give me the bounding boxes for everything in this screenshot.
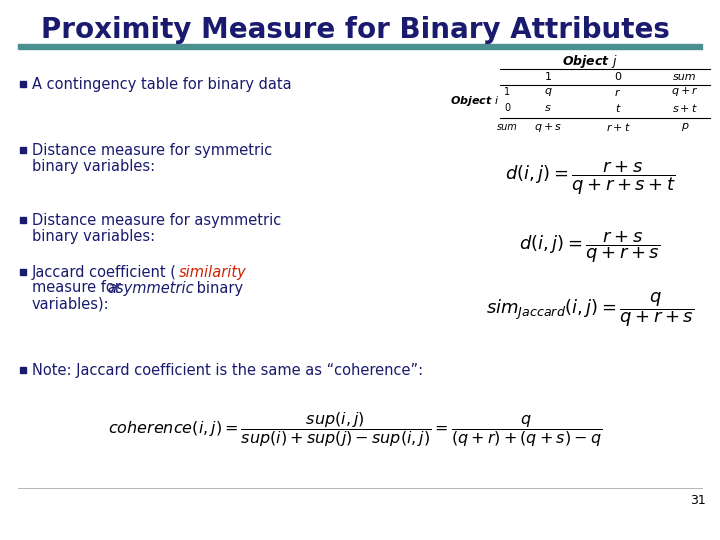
Text: $r$: $r$ xyxy=(614,86,621,98)
Text: sum: sum xyxy=(497,122,518,132)
Bar xyxy=(20,147,26,153)
Text: asymmetric: asymmetric xyxy=(107,280,194,295)
Text: Object $j$: Object $j$ xyxy=(562,52,618,70)
Text: binary: binary xyxy=(192,280,243,295)
Text: $coherence(i, j) = \dfrac{sup(i,j)}{sup(i) + sup(j) - sup(i,j)} = \dfrac{q}{(q+r: $coherence(i, j) = \dfrac{sup(i,j)}{sup(… xyxy=(108,410,602,449)
Text: $q$: $q$ xyxy=(544,86,552,98)
Text: 31: 31 xyxy=(690,494,706,507)
Text: Jaccard coefficient (: Jaccard coefficient ( xyxy=(32,265,177,280)
Text: $q+s$: $q+s$ xyxy=(534,120,562,133)
Bar xyxy=(18,44,702,49)
Text: measure for: measure for xyxy=(32,280,125,295)
Text: $sim_{Jaccard}(i, j) = \dfrac{q}{q + r + s}$: $sim_{Jaccard}(i, j) = \dfrac{q}{q + r +… xyxy=(486,291,694,329)
Bar xyxy=(20,367,26,373)
Bar xyxy=(20,269,26,275)
Text: 0: 0 xyxy=(504,103,510,113)
Text: $t$: $t$ xyxy=(615,102,621,114)
Text: binary variables:: binary variables: xyxy=(32,228,155,244)
Text: 1: 1 xyxy=(544,72,552,82)
Text: similarity: similarity xyxy=(179,265,247,280)
Text: $s+t$: $s+t$ xyxy=(672,102,698,114)
Text: A contingency table for binary data: A contingency table for binary data xyxy=(32,77,292,91)
Text: $q+r$: $q+r$ xyxy=(671,85,699,98)
Text: Note: Jaccard coefficient is the same as “coherence”:: Note: Jaccard coefficient is the same as… xyxy=(32,362,423,377)
Text: sum: sum xyxy=(673,72,697,82)
Text: $p$: $p$ xyxy=(680,121,689,133)
Text: 1: 1 xyxy=(504,87,510,97)
Text: $r+t$: $r+t$ xyxy=(606,121,631,133)
Text: Distance measure for symmetric: Distance measure for symmetric xyxy=(32,143,272,158)
Text: Object $i$: Object $i$ xyxy=(451,94,500,108)
Bar xyxy=(20,81,26,87)
Text: $d(i, j) = \dfrac{r + s}{q + r + s}$: $d(i, j) = \dfrac{r + s}{q + r + s}$ xyxy=(519,229,660,265)
Text: 0: 0 xyxy=(614,72,621,82)
Text: Proximity Measure for Binary Attributes: Proximity Measure for Binary Attributes xyxy=(40,16,670,44)
Text: $s$: $s$ xyxy=(544,103,552,113)
Text: $d(i, j) = \dfrac{r + s}{q + r + s + t}$: $d(i, j) = \dfrac{r + s}{q + r + s + t}$ xyxy=(505,159,675,197)
Text: binary variables:: binary variables: xyxy=(32,159,155,173)
Text: variables):: variables): xyxy=(32,296,109,312)
Bar xyxy=(20,217,26,223)
Text: Distance measure for asymmetric: Distance measure for asymmetric xyxy=(32,213,282,227)
